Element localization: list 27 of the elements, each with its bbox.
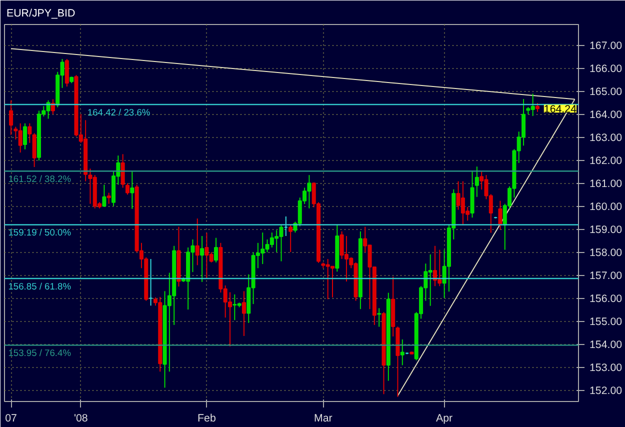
y-tick-label: 156.00	[590, 293, 622, 306]
chart-title: EUR/JPY_BID	[6, 8, 76, 20]
y-tick-label: 155.00	[590, 316, 622, 328]
ref-line-label: 161.52 / 38.2%	[8, 174, 71, 184]
ref-line-label: 159.19 / 50.0%	[8, 228, 71, 238]
ref-line-label: 153.95 / 76.4%	[8, 348, 71, 358]
x-tick-label: 07	[5, 412, 18, 424]
y-tick-label: 167.00	[590, 40, 622, 52]
y-tick-label: 161.00	[590, 178, 622, 190]
y-tick-label: 160.00	[590, 201, 622, 214]
y-tick-label: 159.00	[590, 224, 622, 236]
ref-line-label: 164.42 / 23.6%	[87, 108, 150, 118]
x-tick-label: Mar	[314, 412, 333, 424]
y-tick-label: 163.00	[590, 132, 622, 144]
x-tick-label: Feb	[198, 412, 216, 424]
y-tick-label: 158.00	[590, 247, 622, 260]
x-tick-label: Apr	[436, 412, 454, 424]
y-tick-label: 153.00	[590, 362, 622, 374]
x-tick-label: '08	[74, 412, 88, 424]
y-tick-label: 162.00	[590, 155, 622, 168]
y-tick-label: 166.00	[590, 63, 622, 76]
y-tick-label: 154.00	[590, 339, 622, 352]
y-tick-label: 165.00	[590, 86, 622, 98]
y-tick-label: 157.00	[590, 270, 622, 282]
ref-line-label: 156.85 / 61.8%	[8, 282, 71, 292]
y-tick-label: 164.00	[590, 109, 622, 122]
y-tick-label: 152.00	[590, 385, 622, 398]
